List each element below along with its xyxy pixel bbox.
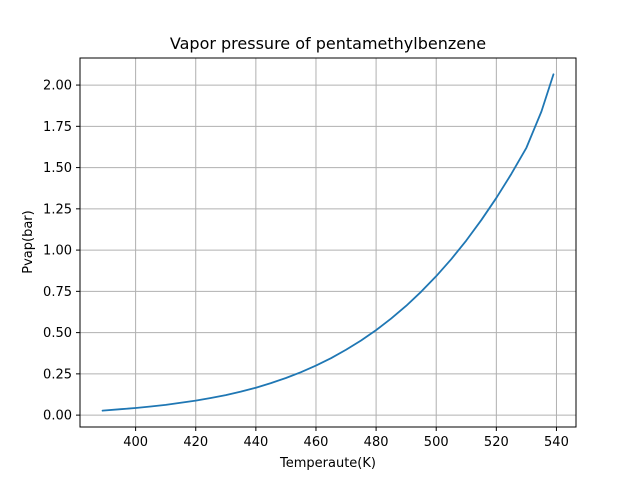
x-axis-label: Temperaute(K) — [279, 456, 376, 471]
plot-area-frame — [79, 57, 577, 428]
x-tick-label: 520 — [484, 435, 509, 450]
y-tick-label: 1.50 — [43, 161, 72, 176]
chart-title: Vapor pressure of pentamethylbenzene — [170, 34, 486, 53]
x-tick-label: 420 — [183, 435, 208, 450]
x-tick-label: 400 — [123, 435, 148, 450]
x-tick-label: 540 — [544, 435, 569, 450]
y-tick-label: 0.50 — [43, 326, 72, 341]
y-tick-label: 0.75 — [43, 285, 72, 300]
y-tick-label: 2.00 — [43, 79, 72, 94]
y-tick-label: 1.75 — [43, 120, 72, 135]
y-axis-label: Pvap(bar) — [21, 210, 36, 273]
vapor-pressure-line — [101, 73, 555, 412]
x-tick-label: 440 — [243, 435, 268, 450]
axis-ticks: 400 420 440 460 480 500 520 540 0.00 0.25 0.50 0.75… — [43, 79, 569, 450]
y-tick-label: 0.25 — [43, 367, 72, 382]
x-tick-label: 460 — [304, 435, 329, 450]
y-tick-label: 1.25 — [43, 202, 72, 217]
x-tick-label: 500 — [424, 435, 449, 450]
series-layer — [101, 73, 555, 412]
grid-lines — [80, 58, 576, 427]
y-tick-label: 1.00 — [43, 244, 72, 259]
x-tick-label: 480 — [364, 435, 389, 450]
y-tick-label: 0.00 — [43, 409, 72, 424]
